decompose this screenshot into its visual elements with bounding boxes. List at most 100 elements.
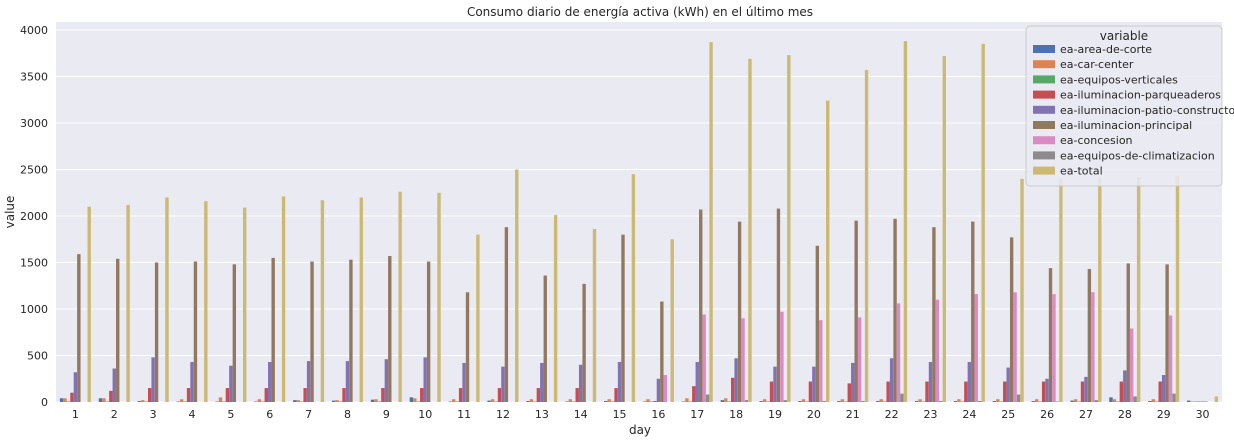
bar-ea-area-de-corte-day-25 bbox=[992, 401, 997, 402]
bar-ea-iluminacion-patio-constructor-day-26 bbox=[1045, 378, 1049, 402]
bar-ea-total-day-1 bbox=[87, 206, 91, 402]
bar-ea-area-de-corte-day-30 bbox=[1187, 400, 1191, 402]
bar-ea-total-day-11 bbox=[476, 234, 480, 402]
legend-swatch bbox=[1033, 151, 1055, 160]
bar-ea-equipos-de-climatizacion-day-27 bbox=[1094, 400, 1098, 402]
bar-ea-total-day-13 bbox=[553, 215, 558, 402]
bar-ea-car-center-day-27 bbox=[1073, 399, 1078, 402]
bar-ea-iluminacion-principal-day-13 bbox=[543, 275, 547, 402]
bar-ea-car-center-day-8 bbox=[335, 400, 339, 402]
x-tick-label: 3 bbox=[150, 408, 157, 421]
legend-swatch bbox=[1033, 166, 1055, 175]
y-tick-label: 2500 bbox=[20, 164, 48, 177]
bar-ea-area-de-corte-day-3 bbox=[137, 401, 142, 402]
bar-ea-iluminacion-principal-day-25 bbox=[1009, 237, 1014, 402]
bar-ea-total-day-26 bbox=[1059, 178, 1063, 402]
bar-ea-iluminacion-parqueaderos-day-10 bbox=[420, 388, 424, 402]
bar-ea-concesion-day-29 bbox=[1168, 315, 1173, 402]
bar-ea-equipos-de-climatizacion-day-22 bbox=[900, 393, 904, 402]
x-tick-label: 26 bbox=[1040, 408, 1054, 421]
bar-ea-area-de-corte-day-18 bbox=[720, 400, 725, 402]
bar-ea-area-de-corte-day-13 bbox=[526, 401, 530, 402]
bar-ea-concesion-day-16 bbox=[663, 375, 668, 402]
legend-label: ea-iluminacion-principal bbox=[1060, 119, 1192, 132]
bar-ea-concesion-day-21 bbox=[857, 317, 862, 402]
x-tick-label: 13 bbox=[535, 408, 549, 421]
bar-ea-iluminacion-patio-constructor-day-12 bbox=[501, 366, 505, 402]
bar-ea-iluminacion-parqueaderos-day-9 bbox=[381, 388, 385, 402]
y-tick-label: 3500 bbox=[20, 71, 48, 84]
bar-ea-iluminacion-patio-constructor-day-8 bbox=[345, 361, 350, 402]
bar-ea-area-de-corte-day-10 bbox=[409, 397, 414, 402]
bar-ea-equipos-de-climatizacion-day-29 bbox=[1172, 393, 1176, 402]
bar-ea-iluminacion-parqueaderos-day-5 bbox=[225, 388, 230, 402]
bar-ea-iluminacion-parqueaderos-day-18 bbox=[730, 377, 735, 402]
x-tick-label: 8 bbox=[344, 408, 351, 421]
bar-ea-iluminacion-principal-day-18 bbox=[737, 221, 742, 402]
bar-ea-total-day-16 bbox=[670, 239, 674, 402]
bars bbox=[59, 41, 1219, 403]
bar-ea-total-day-5 bbox=[242, 207, 247, 402]
y-tick-label: 3000 bbox=[20, 117, 48, 130]
bar-ea-iluminacion-parqueaderos-day-26 bbox=[1041, 381, 1046, 402]
bar-ea-car-center-day-3 bbox=[141, 400, 145, 402]
bar-ea-iluminacion-parqueaderos-day-29 bbox=[1158, 381, 1162, 402]
x-tick-label: 17 bbox=[690, 408, 704, 421]
bar-ea-iluminacion-principal-day-29 bbox=[1165, 264, 1169, 402]
bar-ea-concesion-day-25 bbox=[1013, 292, 1017, 402]
bar-ea-car-center-day-4 bbox=[179, 399, 184, 402]
legend-box bbox=[1025, 25, 1223, 187]
bar-ea-iluminacion-parqueaderos-day-27 bbox=[1080, 381, 1085, 402]
x-tick-label: 27 bbox=[1079, 408, 1093, 421]
bar-ea-total-day-12 bbox=[515, 169, 519, 402]
bar-ea-area-de-corte-day-9 bbox=[370, 399, 375, 402]
bar-ea-iluminacion-principal-day-17 bbox=[699, 209, 703, 402]
x-tick-label: 10 bbox=[418, 408, 432, 421]
bar-ea-total-day-30 bbox=[1214, 396, 1219, 402]
x-tick-label: 9 bbox=[383, 408, 390, 421]
bar-ea-iluminacion-parqueaderos-day-13 bbox=[536, 388, 541, 402]
bar-ea-iluminacion-patio-constructor-day-4 bbox=[190, 362, 194, 402]
chart-title: Consumo diario de energía activa (kWh) e… bbox=[467, 5, 813, 19]
bar-ea-concesion-day-27 bbox=[1091, 292, 1095, 402]
legend-swatch bbox=[1033, 60, 1055, 69]
bar-ea-car-center-day-18 bbox=[724, 398, 728, 402]
bar-ea-iluminacion-parqueaderos-day-28 bbox=[1119, 381, 1124, 402]
x-tick-label: 20 bbox=[807, 408, 821, 421]
bar-ea-iluminacion-principal-day-14 bbox=[582, 283, 586, 402]
bar-ea-car-center-day-17 bbox=[685, 398, 689, 402]
bar-ea-area-de-corte-day-23 bbox=[914, 401, 919, 402]
bar-ea-car-center-day-15 bbox=[607, 399, 611, 402]
bar-ea-iluminacion-principal-day-7 bbox=[310, 261, 314, 402]
legend-swatch bbox=[1033, 75, 1055, 84]
bar-ea-iluminacion-patio-constructor-day-14 bbox=[578, 364, 583, 402]
bar-ea-iluminacion-patio-constructor-day-11 bbox=[462, 362, 466, 402]
bar-ea-area-de-corte-day-27 bbox=[1070, 400, 1074, 402]
bar-ea-area-de-corte-day-12 bbox=[487, 400, 491, 402]
bar-ea-iluminacion-parqueaderos-day-17 bbox=[692, 386, 696, 402]
y-tick-label: 1500 bbox=[20, 257, 48, 270]
bar-ea-iluminacion-principal-day-24 bbox=[971, 221, 975, 402]
bar-ea-area-de-corte-day-19 bbox=[759, 401, 763, 402]
bar-ea-iluminacion-principal-day-21 bbox=[854, 220, 858, 402]
legend-swatch bbox=[1033, 136, 1055, 145]
bar-ea-iluminacion-patio-constructor-day-6 bbox=[268, 362, 272, 402]
x-tick-label: 28 bbox=[1118, 408, 1132, 421]
bar-ea-iluminacion-parqueaderos-day-7 bbox=[303, 388, 307, 402]
x-tick-label: 6 bbox=[266, 408, 273, 421]
x-tick-label: 12 bbox=[496, 408, 510, 421]
legend-swatch bbox=[1033, 90, 1055, 99]
bar-ea-total-day-23 bbox=[942, 56, 946, 402]
bar-ea-car-center-day-23 bbox=[918, 399, 922, 402]
legend-label: ea-car-center bbox=[1060, 58, 1134, 71]
x-tick-label: 14 bbox=[574, 408, 588, 421]
bar-ea-iluminacion-patio-constructor-day-1 bbox=[73, 372, 78, 402]
bar-ea-iluminacion-parqueaderos-day-19 bbox=[769, 381, 774, 402]
bar-ea-iluminacion-principal-day-6 bbox=[271, 257, 275, 402]
x-tick-label: 1 bbox=[72, 408, 79, 421]
x-tick-label: 30 bbox=[1196, 408, 1210, 421]
bar-ea-equipos-de-climatizacion-day-25 bbox=[1016, 394, 1021, 402]
legend-swatch bbox=[1033, 121, 1055, 129]
